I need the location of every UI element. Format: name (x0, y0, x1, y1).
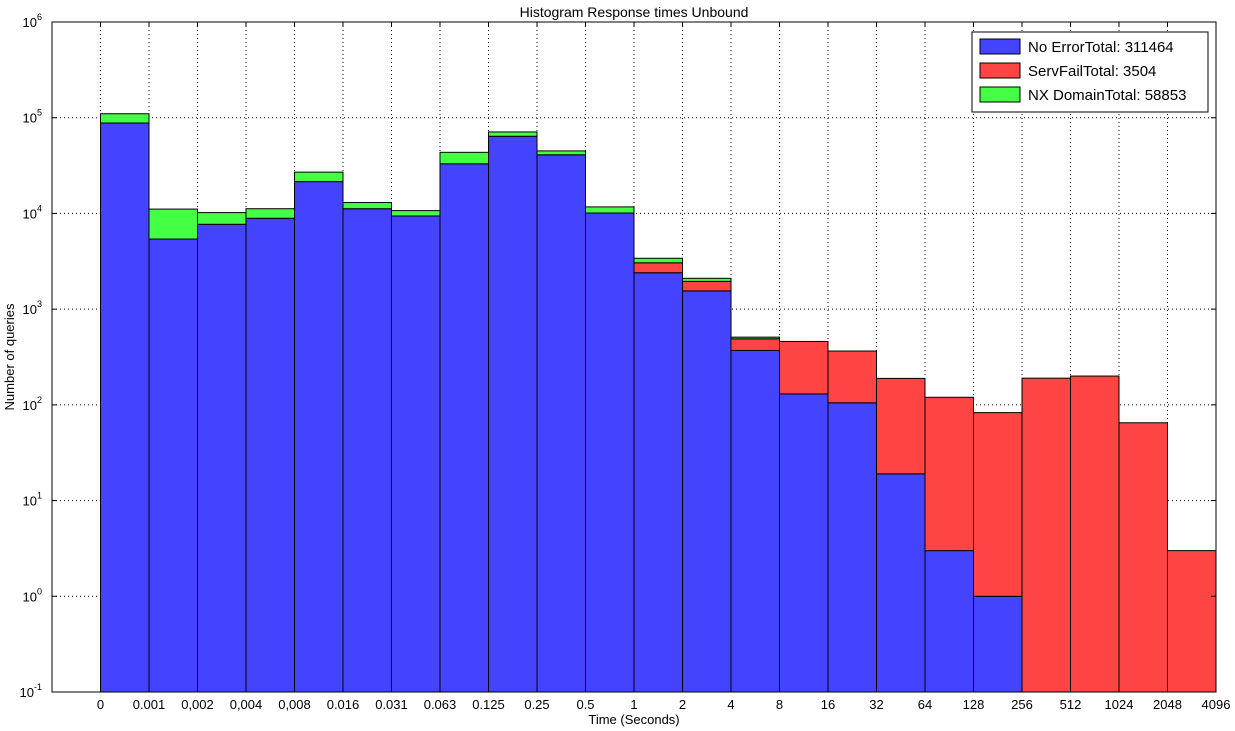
bar-segment-series-3 (197, 212, 247, 225)
bar-segment-series-1 (730, 349, 780, 693)
bar-segment-series-2 (973, 412, 1023, 597)
x-tick-label: 16 (821, 697, 835, 712)
x-tick-label: 0,008 (278, 697, 311, 712)
x-tick-label: 1024 (1105, 697, 1134, 712)
x-tick-label: 1 (630, 697, 637, 712)
bar-segment-series-3 (342, 202, 392, 210)
legend-label: ServFailTotal: 3504 (1028, 63, 1156, 80)
bar-segment-series-1 (100, 122, 150, 693)
bar-segment-series-3 (730, 336, 780, 340)
bar-segment-series-2 (876, 377, 926, 475)
bar-segment-series-2 (1118, 422, 1168, 693)
bar-segment-series-1 (197, 223, 247, 693)
bar-segment-series-3 (536, 150, 586, 156)
bar-segment-series-1 (779, 393, 829, 693)
x-tick-label: 0.063 (424, 697, 457, 712)
bar-segment-series-3 (100, 113, 150, 124)
bar-segment-series-1 (391, 215, 441, 693)
x-tick-label: 4096 (1202, 697, 1231, 712)
bar-segment-series-2 (730, 338, 780, 351)
bar-segment-series-3 (148, 208, 198, 240)
bar-segment-series-2 (827, 350, 877, 404)
bar-segment-series-2 (924, 396, 974, 552)
bar-segment-series-1 (876, 473, 926, 693)
x-tick-label: 0.25 (524, 697, 549, 712)
bar-segment-series-1 (488, 135, 538, 693)
x-tick-label: 32 (869, 697, 883, 712)
x-tick-label: 4 (727, 697, 734, 712)
axis-ticks: 0 0.001 0,002 0,004 0,008 0.016 0.031 0.063 0.12… (20, 12, 1231, 712)
x-tick-label: 0.031 (375, 697, 408, 712)
bar-segment-series-3 (439, 151, 489, 165)
y-tick-label: 100 (23, 586, 42, 604)
chart-title: Histogram Response times Unbound (520, 4, 749, 20)
legend-swatch (979, 62, 1021, 79)
legend-swatch (979, 38, 1021, 55)
bar-segment-series-3 (488, 131, 538, 137)
bar-segment-series-3 (633, 257, 683, 264)
bar-segment-series-3 (391, 210, 441, 217)
legend: No ErrorTotal: 311464 ServFailTotal: 3504… (971, 31, 1209, 113)
bar-segment-series-2 (682, 280, 732, 292)
bar-segment-series-1 (342, 208, 392, 693)
x-tick-label: 0.016 (327, 697, 360, 712)
x-tick-label: 8 (776, 697, 783, 712)
legend-swatch (979, 86, 1021, 103)
x-tick-label: 0,002 (181, 697, 214, 712)
bar-segment-series-2 (633, 262, 683, 274)
bar-segment-series-3 (245, 208, 295, 219)
bar-segment-series-1 (585, 212, 635, 693)
bar-segment-series-3 (682, 277, 732, 282)
bar-segment-series-1 (536, 154, 586, 693)
bar-series (100, 113, 1217, 693)
bar-segment-series-1 (827, 402, 877, 693)
bar-segment-series-1 (148, 238, 198, 693)
bar-segment-series-1 (294, 181, 344, 693)
bar-segment-series-3 (294, 171, 344, 183)
y-tick-label: 105 (23, 108, 42, 126)
bar-segment-series-2 (1070, 375, 1120, 693)
bar-segment-series-1 (682, 290, 732, 693)
y-tick-label: 10-1 (20, 682, 42, 700)
bar-segment-series-1 (973, 595, 1023, 693)
bar-segment-series-1 (633, 272, 683, 693)
bar-segment-series-1 (245, 217, 295, 693)
x-tick-label: 2 (679, 697, 686, 712)
x-tick-label: 0 (97, 697, 104, 712)
x-tick-label: 128 (963, 697, 985, 712)
bar-segment-series-2 (1021, 377, 1071, 693)
x-tick-label: 0.001 (133, 697, 166, 712)
legend-label: No ErrorTotal: 311464 (1028, 39, 1174, 56)
x-tick-label: 0.125 (472, 697, 505, 712)
y-axis-label: Number of queries (2, 303, 17, 410)
plot-frame (51, 21, 1217, 693)
x-tick-label: 0.5 (576, 697, 594, 712)
x-tick-label: 0,004 (230, 697, 263, 712)
y-tick-label: 102 (23, 395, 42, 413)
y-tick-label: 103 (23, 299, 42, 317)
bar-segment-series-1 (924, 550, 974, 693)
bar-segment-series-2 (779, 340, 829, 395)
y-tick-label: 106 (23, 12, 42, 30)
bar-segment-series-3 (585, 206, 635, 214)
x-tick-label: 512 (1060, 697, 1082, 712)
bar-segment-series-2 (1167, 550, 1217, 693)
x-tick-label: 2048 (1153, 697, 1182, 712)
y-tick-label: 104 (23, 203, 42, 221)
bar-segment-series-1 (439, 163, 489, 693)
x-tick-label: 256 (1011, 697, 1033, 712)
x-axis-label: Time (Seconds) (588, 712, 679, 727)
x-tick-label: 64 (918, 697, 932, 712)
y-tick-label: 101 (23, 491, 42, 509)
legend-label: NX DomainTotal: 58853 (1028, 87, 1186, 104)
